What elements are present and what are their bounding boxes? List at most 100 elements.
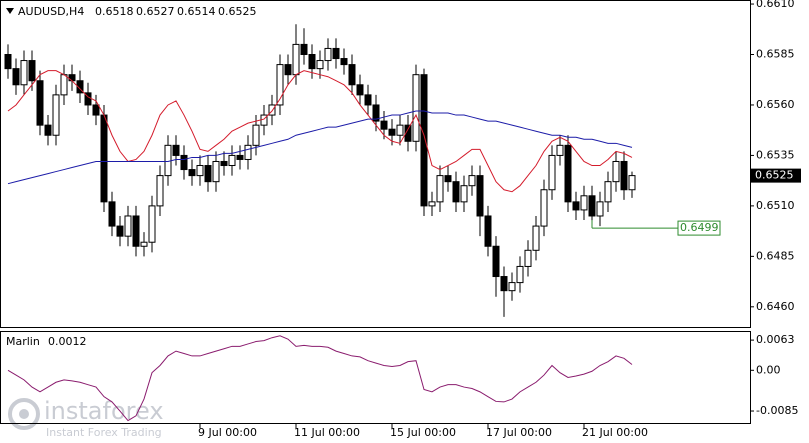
y-tick-label: 0.0063	[756, 333, 795, 346]
candle-body	[380, 120, 388, 130]
candle-body	[420, 74, 428, 207]
candle-body	[364, 94, 372, 106]
level-label: 0.6499	[680, 221, 719, 234]
candle-body	[540, 189, 548, 227]
collapse-marker[interactable]	[6, 8, 14, 14]
candle-body	[252, 124, 260, 146]
candle-body	[44, 124, 52, 136]
candle-body	[332, 47, 340, 60]
symbol: AUDUSD,H4	[18, 5, 84, 18]
y-tick-label: 0.6485	[756, 249, 795, 262]
indicator-value: 0.0012	[48, 335, 87, 348]
price-tag	[751, 168, 801, 183]
candle-body	[612, 160, 620, 183]
candle-body	[196, 165, 204, 177]
candle-body	[556, 144, 564, 156]
candle-body	[620, 160, 628, 191]
ohlc-open: 0.6518	[95, 5, 134, 18]
candle-body	[500, 276, 508, 292]
candle-body	[284, 64, 292, 76]
candle-body	[28, 60, 36, 82]
candle-body	[564, 144, 572, 203]
candle-body	[596, 201, 604, 217]
candle-body	[244, 144, 252, 160]
moving-average	[7, 70, 633, 193]
candle-body	[484, 215, 492, 247]
main-panel	[0, 0, 751, 328]
candle-body	[348, 64, 356, 86]
candle-body	[268, 104, 276, 116]
candle-body	[132, 215, 140, 247]
candle-body	[340, 58, 348, 66]
candle-body	[444, 175, 452, 183]
candle-body	[324, 47, 332, 62]
tagline: Instant Forex Trading	[46, 426, 162, 439]
candle-body	[468, 175, 476, 187]
candle-body	[52, 94, 60, 136]
ohlc-close: 0.6525	[218, 5, 257, 18]
candle-body	[580, 195, 588, 211]
x-tick-label: 17 Jul 00:00	[486, 426, 552, 439]
indicator-line	[7, 335, 633, 422]
candle-body	[316, 60, 324, 70]
y-tick-label: 0.6535	[756, 148, 795, 161]
candle-body	[36, 80, 44, 126]
candle-body	[180, 154, 188, 171]
candle-body	[156, 175, 164, 207]
candle-body	[60, 74, 68, 96]
candle-body	[276, 64, 284, 106]
y-tick-label: 0.6560	[756, 98, 795, 111]
candle-body	[516, 265, 524, 284]
watermark: instaforex Instant Forex Trading	[8, 397, 164, 439]
candle-body	[140, 241, 148, 247]
candle-body	[428, 201, 436, 207]
indicator-name: Marlin	[6, 335, 40, 348]
ohlc-low: 0.6514	[177, 5, 216, 18]
logo-dot	[19, 409, 29, 419]
moving-average	[7, 110, 633, 185]
candle-body	[124, 215, 132, 237]
candle-body	[436, 175, 444, 203]
candle-body	[148, 205, 156, 243]
candle-body	[20, 60, 28, 86]
x-tick-label: 11 Jul 00:00	[294, 426, 360, 439]
y-tick-label: 0.00	[756, 363, 781, 376]
candle-body	[76, 80, 84, 94]
candle-body	[404, 124, 412, 142]
x-tick-label: 9 Jul 00:00	[198, 426, 257, 439]
candle-body	[548, 154, 556, 191]
candle-body	[292, 43, 300, 76]
candle-body	[172, 144, 180, 156]
candle-body	[300, 43, 308, 55]
candle-body	[68, 74, 76, 82]
y-tick-label: 0.6460	[756, 300, 795, 313]
candle-body	[388, 128, 396, 136]
logo-ring	[8, 398, 40, 430]
candle-body	[220, 160, 228, 167]
candle-body	[460, 185, 468, 203]
candle-body	[236, 154, 244, 160]
x-tick-label: 21 Jul 00:00	[582, 426, 648, 439]
y-tick-label: 0.6610	[756, 0, 795, 10]
price-tag-label: 0.6525	[755, 169, 794, 182]
candle-body	[308, 54, 316, 70]
y-tick-label: 0.6510	[756, 199, 795, 212]
candle-body	[588, 195, 596, 217]
candle-body	[188, 169, 196, 177]
candle-body	[492, 245, 500, 278]
candle-body	[372, 104, 380, 122]
candle-body	[356, 84, 364, 96]
candle-body	[452, 181, 460, 203]
candle-body	[12, 68, 20, 86]
candle-body	[524, 249, 532, 267]
candle-body	[508, 282, 516, 292]
brand: instaforex	[44, 397, 164, 425]
candle-body	[100, 114, 108, 203]
candle-body	[628, 175, 636, 191]
ohlc-high: 0.6527	[136, 5, 175, 18]
candle-body	[212, 160, 220, 183]
x-tick-label: 15 Jul 00:00	[390, 426, 456, 439]
candle-body	[92, 104, 100, 116]
y-tick-label: -0.0085	[756, 404, 798, 417]
